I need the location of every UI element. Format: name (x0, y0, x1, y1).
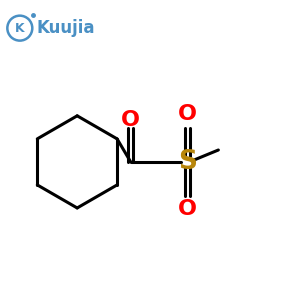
Text: O: O (121, 110, 140, 130)
Text: Kuujia: Kuujia (37, 19, 95, 37)
Text: O: O (178, 200, 197, 219)
Text: S: S (178, 149, 197, 175)
Text: O: O (178, 104, 197, 124)
Text: K: K (15, 22, 25, 34)
